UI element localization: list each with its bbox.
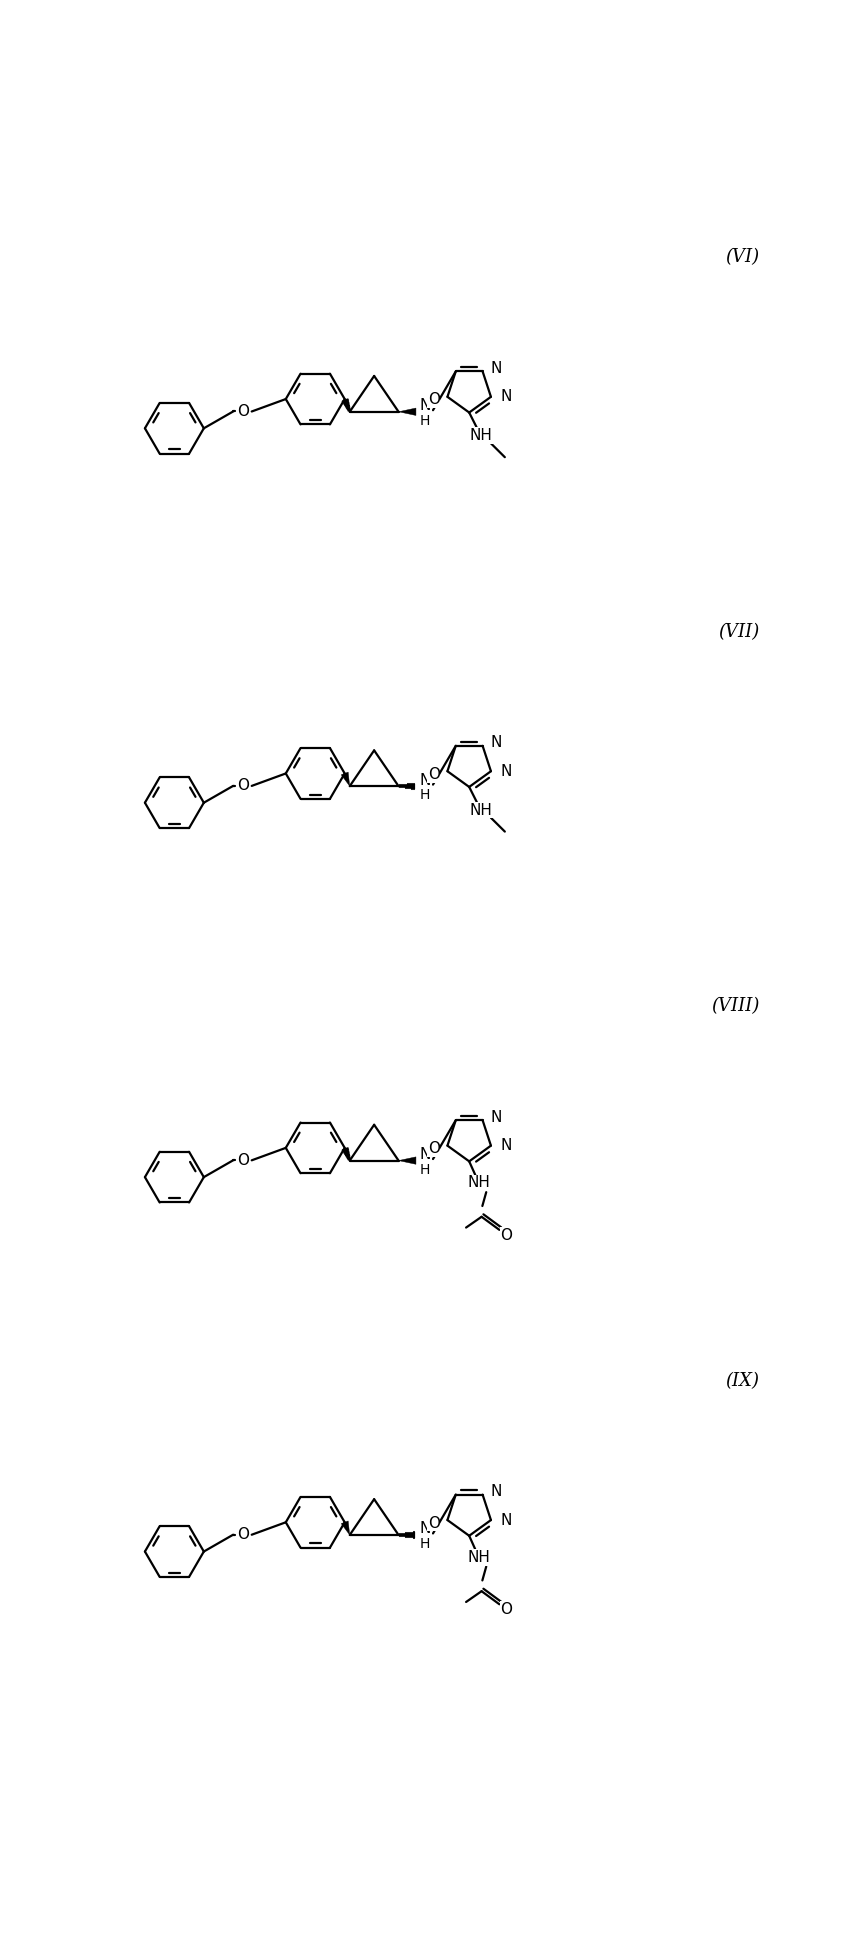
Text: N: N bbox=[490, 735, 502, 751]
Text: (VI): (VI) bbox=[726, 249, 760, 266]
Text: O: O bbox=[428, 766, 440, 782]
Text: O: O bbox=[428, 393, 440, 407]
Polygon shape bbox=[341, 1521, 350, 1535]
Text: N: N bbox=[490, 1484, 502, 1500]
Text: O: O bbox=[500, 1603, 512, 1616]
Text: O: O bbox=[237, 1527, 249, 1542]
Text: O: O bbox=[428, 1515, 440, 1531]
Polygon shape bbox=[398, 408, 416, 416]
Polygon shape bbox=[398, 1157, 416, 1165]
Text: N: N bbox=[419, 1148, 431, 1161]
Text: H: H bbox=[420, 1163, 431, 1177]
Text: N: N bbox=[490, 1111, 502, 1124]
Polygon shape bbox=[341, 772, 350, 786]
Text: O: O bbox=[500, 1227, 512, 1243]
Text: N: N bbox=[500, 1138, 511, 1153]
Text: O: O bbox=[428, 1142, 440, 1155]
Text: H: H bbox=[420, 788, 431, 803]
Text: N: N bbox=[419, 399, 431, 412]
Text: N: N bbox=[419, 1521, 431, 1537]
Text: H: H bbox=[420, 414, 431, 428]
Text: N: N bbox=[500, 764, 511, 778]
Text: N: N bbox=[419, 772, 431, 788]
Text: NH: NH bbox=[470, 803, 492, 817]
Text: (VII): (VII) bbox=[718, 622, 760, 640]
Text: N: N bbox=[500, 1513, 511, 1527]
Text: H: H bbox=[420, 1537, 431, 1552]
Text: (IX): (IX) bbox=[726, 1371, 760, 1389]
Text: N: N bbox=[490, 362, 502, 375]
Text: NH: NH bbox=[470, 428, 492, 443]
Text: O: O bbox=[237, 405, 249, 418]
Text: NH: NH bbox=[468, 1175, 490, 1190]
Text: O: O bbox=[237, 1153, 249, 1167]
Text: (VIII): (VIII) bbox=[711, 998, 760, 1015]
Text: NH: NH bbox=[468, 1550, 490, 1566]
Text: N: N bbox=[500, 389, 511, 405]
Text: O: O bbox=[237, 778, 249, 794]
